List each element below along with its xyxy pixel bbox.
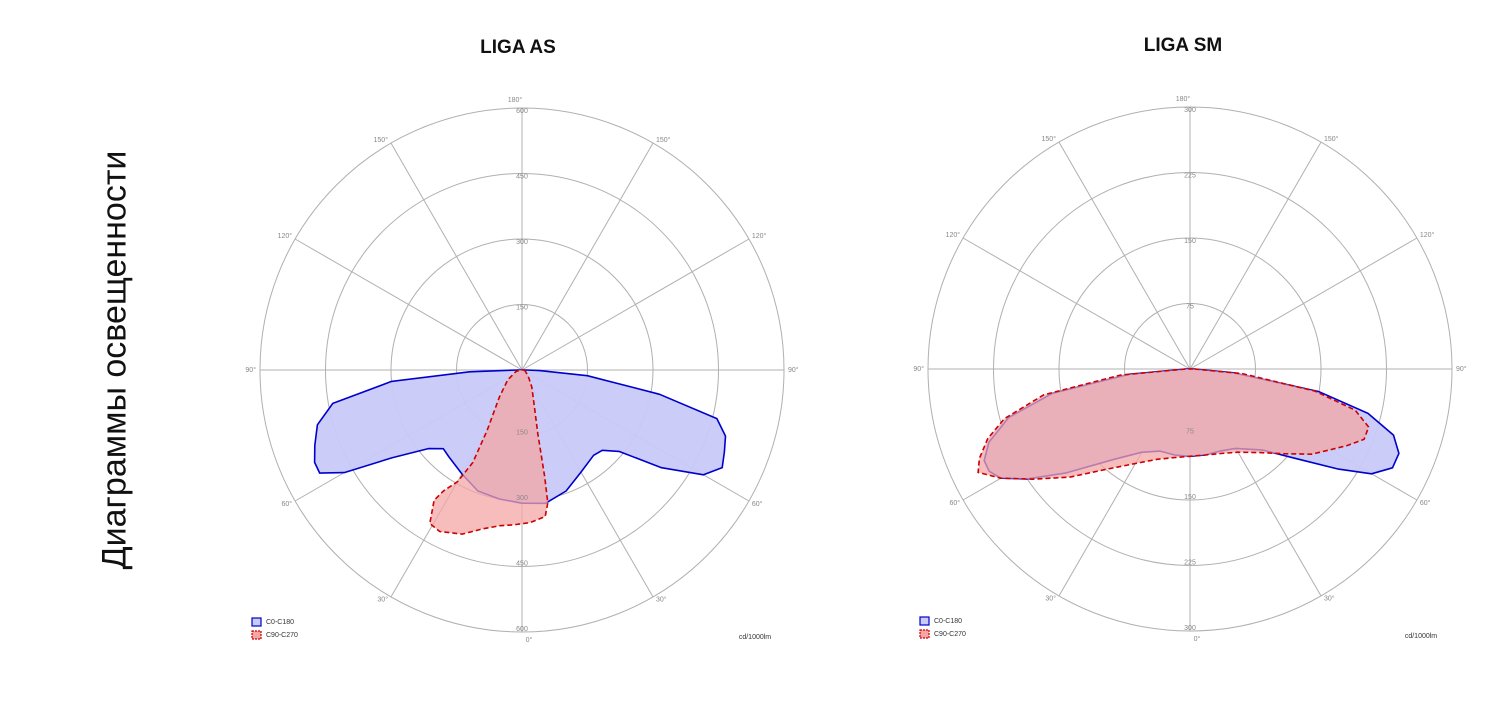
angle-label-right-30: 30° bbox=[1324, 595, 1335, 603]
unit-label: cd/1000lm bbox=[1405, 633, 1437, 640]
angle-label-right-60: 60° bbox=[1420, 499, 1431, 507]
grid-spoke-210 bbox=[390, 142, 523, 371]
chart-title-liga-as: LIGA AS bbox=[480, 37, 556, 58]
ring-label-bottom-2: 300 bbox=[516, 495, 528, 502]
ring-label-bottom-3: 225 bbox=[1184, 559, 1196, 566]
ring-label-bottom-4: 600 bbox=[516, 626, 528, 633]
grid-spoke-150 bbox=[521, 142, 654, 371]
angle-label-right-120: 120° bbox=[1420, 231, 1435, 239]
grid-spoke-210 bbox=[1058, 141, 1191, 370]
legend-label-c90-c270: C90-C270 bbox=[934, 631, 966, 638]
angle-label-left-30: 30° bbox=[1045, 595, 1056, 603]
angle-label-right-150: 150° bbox=[1324, 135, 1339, 143]
ring-label-top-1: 75 bbox=[1186, 303, 1194, 310]
angle-label-left-30: 30° bbox=[377, 596, 388, 604]
angle-label-right-90: 90° bbox=[788, 366, 799, 374]
angle-label-left-90: 90° bbox=[245, 366, 256, 374]
grid-spoke-120 bbox=[521, 238, 750, 371]
ring-label-bottom-1: 75 bbox=[1186, 428, 1194, 435]
unit-label: cd/1000lm bbox=[739, 634, 771, 641]
grid-spoke-240 bbox=[962, 237, 1191, 370]
ring-label-bottom-1: 150 bbox=[516, 429, 528, 436]
angle-label-bottom: 0° bbox=[526, 636, 533, 644]
angle-label-top: 180° bbox=[508, 96, 523, 104]
angle-label-left-120: 120° bbox=[278, 232, 293, 240]
ring-label-bottom-3: 450 bbox=[516, 560, 528, 567]
legend-swatch-c90-c270 bbox=[251, 630, 262, 640]
ring-label-top-2: 150 bbox=[1184, 238, 1196, 245]
legend-swatch-c0-c180 bbox=[251, 617, 262, 627]
grid-spoke-240 bbox=[294, 238, 523, 371]
angle-label-right-150: 150° bbox=[656, 136, 671, 144]
ring-label-top-3: 225 bbox=[1184, 172, 1196, 179]
series-c90-c270 bbox=[429, 369, 549, 535]
polar-chart-liga-as: 150 150 300 300 450 450 600 600 180° 0° 90° 90° 120°… bbox=[245, 96, 798, 644]
angle-label-left-150: 150° bbox=[374, 136, 389, 144]
ring-label-top-2: 300 bbox=[516, 239, 528, 246]
legend-swatch-c90-c270 bbox=[919, 629, 930, 639]
ring-label-top-1: 150 bbox=[516, 304, 528, 311]
angle-label-left-90: 90° bbox=[913, 365, 924, 373]
legend-label-c0-c180: C0-C180 bbox=[934, 618, 962, 625]
polar-chart-liga-sm: 75 75 150 150 225 225 300 300 180° 0° 90° 90° 120° 12… bbox=[913, 95, 1466, 643]
angle-label-top: 180° bbox=[1176, 95, 1191, 103]
legend-swatch-c0-c180 bbox=[919, 616, 930, 626]
legend-label-c90-c270: C90-C270 bbox=[266, 632, 298, 639]
ring-label-bottom-2: 150 bbox=[1184, 494, 1196, 501]
angle-label-right-30: 30° bbox=[656, 596, 667, 604]
legend-label-c0-c180: C0-C180 bbox=[266, 619, 294, 626]
angle-label-left-120: 120° bbox=[946, 231, 961, 239]
ring-label-top-4: 300 bbox=[1184, 107, 1196, 114]
ring-label-top-3: 450 bbox=[516, 173, 528, 180]
grid-spoke-120 bbox=[1189, 237, 1418, 370]
angle-label-bottom: 0° bbox=[1194, 635, 1201, 643]
series-c90-c270 bbox=[977, 368, 1370, 480]
angle-label-left-60: 60° bbox=[282, 500, 293, 508]
ring-label-top-4: 600 bbox=[516, 108, 528, 115]
angle-label-right-120: 120° bbox=[752, 232, 767, 240]
angle-label-right-60: 60° bbox=[752, 500, 763, 508]
angle-label-left-150: 150° bbox=[1042, 135, 1057, 143]
grid-spoke-150 bbox=[1189, 141, 1322, 370]
chart-title-liga-sm: LIGA SM bbox=[1143, 35, 1223, 56]
angle-label-left-60: 60° bbox=[950, 499, 961, 507]
angle-label-right-90: 90° bbox=[1456, 365, 1467, 373]
ring-label-bottom-4: 300 bbox=[1184, 625, 1196, 632]
